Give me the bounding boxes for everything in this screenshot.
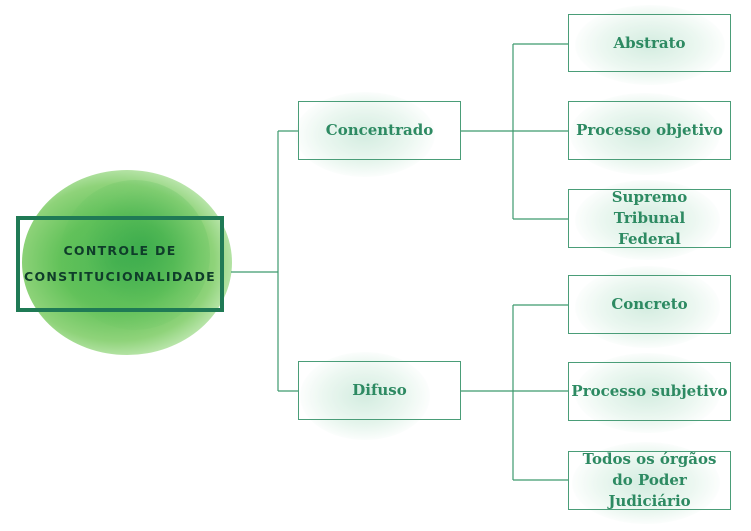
node-difuso-label: Difuso — [352, 381, 407, 399]
node-processo-subjetivo: Processo subjetivo — [568, 362, 731, 421]
node-concentrado-label: Concentrado — [325, 121, 434, 139]
node-difuso: Difuso — [298, 361, 461, 420]
node-concreto-label: Concreto — [611, 295, 688, 313]
node-stf-label: Supremo Tribunal Federal — [611, 188, 688, 248]
node-stf: Supremo Tribunal Federal — [568, 188, 731, 248]
root-label-line1: CONTROLE DE — [63, 243, 177, 258]
root-label-line2: CONSTITUCIONALIDADE — [24, 269, 216, 284]
node-concentrado: Concentrado — [298, 101, 461, 160]
node-processo-subjetivo-label: Processo subjetivo — [571, 382, 728, 400]
node-processo-objetivo: Processo objetivo — [568, 101, 731, 160]
node-todos-orgaos: Todos os órgãos do Poder Judiciário — [568, 450, 731, 510]
node-todos-orgaos-label: Todos os órgãos do Poder Judiciário — [582, 450, 717, 510]
node-abstrato-label: Abstrato — [613, 33, 686, 52]
node-concreto: Concreto — [568, 275, 731, 334]
node-abstrato: Abstrato — [568, 14, 731, 72]
node-processo-objetivo-label: Processo objetivo — [576, 121, 723, 139]
root-node: CONTROLE DE CONSTITUCIONALIDADE — [16, 216, 224, 312]
